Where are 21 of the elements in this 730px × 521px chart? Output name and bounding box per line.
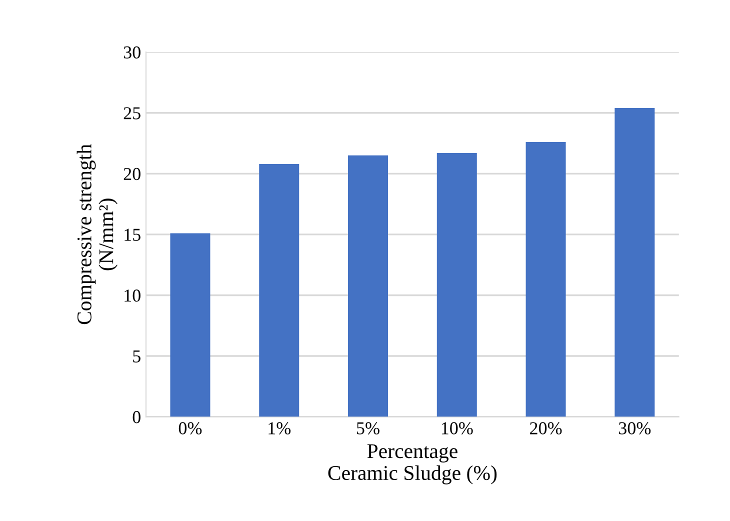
x-tick-label: 0% <box>178 422 202 434</box>
bar <box>526 142 566 417</box>
y-tick-label: 25 <box>124 107 140 120</box>
x-axis-title: Percentage Ceramic Sludge (%) <box>328 444 497 484</box>
bar <box>436 153 477 417</box>
x-tick-label: 5% <box>357 422 380 434</box>
y-tick-label: 20 <box>124 168 140 180</box>
bar <box>348 155 388 417</box>
x-tick-label: 1% <box>268 422 291 434</box>
x-tick-label: 10% <box>442 422 473 434</box>
y-axis-title: Compressive strength (N/mm²) <box>76 144 118 324</box>
x-tick-label: 30% <box>618 422 651 434</box>
y-tick-label: 10 <box>124 289 140 302</box>
bar <box>614 108 655 417</box>
y-tick-label: 30 <box>124 46 140 59</box>
y-tick-label: 5 <box>133 350 140 362</box>
x-tick-label: 20% <box>530 422 562 434</box>
bar <box>259 164 300 417</box>
bar <box>170 233 210 417</box>
y-tick-label: 15 <box>124 228 140 241</box>
y-tick-label: 0 <box>132 411 140 424</box>
